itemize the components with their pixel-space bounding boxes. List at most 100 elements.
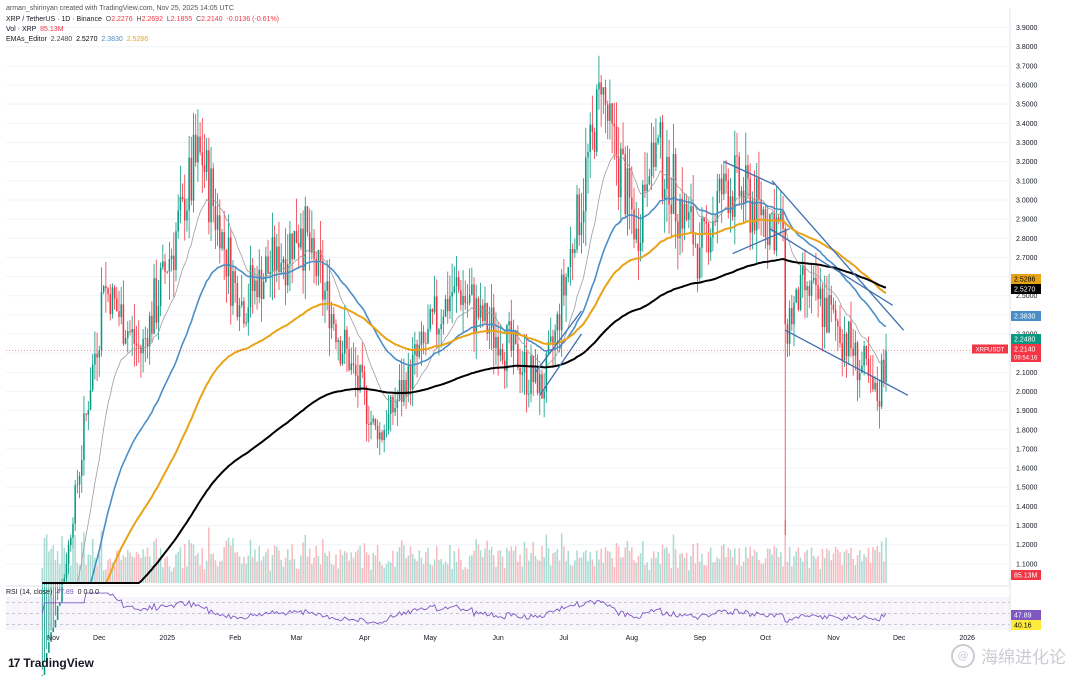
x-tick-label: Dec (93, 635, 106, 642)
volume-bar (604, 547, 607, 583)
volume-bar (823, 557, 826, 583)
volume-bar (475, 539, 477, 583)
candle (179, 165, 182, 224)
candle (745, 132, 747, 222)
y-tick-label: 1.5000 (1016, 485, 1038, 492)
candle (120, 286, 122, 325)
ema-value-4: 2.5286 (126, 36, 149, 43)
candle (705, 204, 708, 253)
candle (398, 364, 401, 402)
volume-bar (506, 547, 508, 583)
candle (155, 259, 158, 330)
candle (335, 319, 337, 350)
candle (848, 320, 850, 365)
candle (197, 109, 199, 182)
candle (501, 343, 504, 365)
volume-bar (379, 561, 381, 583)
candle (249, 245, 252, 318)
volume-bar (83, 532, 85, 583)
volume-bar (453, 550, 456, 583)
volume-bar (466, 569, 469, 583)
rsi-label[interactable]: RSI (14, close) (6, 589, 53, 596)
candle (256, 265, 258, 310)
volume-bar (639, 553, 642, 583)
volume-bar (350, 552, 353, 583)
y-tick-label: 1.7000 (1016, 446, 1038, 453)
volume-bar (236, 552, 239, 583)
candle (449, 275, 451, 320)
volume-bar (135, 551, 138, 583)
candle (157, 279, 160, 340)
volume-line: Vol · XRP 85.13M (6, 25, 63, 34)
volume-bar (234, 552, 236, 583)
candle (585, 127, 587, 247)
candle (67, 539, 70, 575)
volume-bar (348, 560, 350, 583)
volume-bar (91, 538, 94, 583)
trendline-rising-wedge-lower (539, 333, 582, 396)
candle (817, 263, 819, 318)
volume-bar (587, 560, 589, 583)
candle (567, 266, 570, 283)
price-label-text: 2.5270 (1014, 287, 1036, 294)
volume-bar (650, 558, 653, 583)
volume-bar (729, 549, 732, 583)
volume-bar (534, 555, 537, 583)
volume-bar (606, 551, 609, 583)
candle (416, 339, 418, 378)
candle (203, 133, 206, 188)
volume-bar (122, 554, 125, 583)
candle (574, 238, 576, 258)
volume-bar (148, 556, 151, 583)
candle (598, 55, 600, 110)
volume-bar (197, 553, 199, 583)
rsi-pane (6, 585, 1010, 630)
candle (142, 328, 144, 373)
volume-bar (194, 555, 197, 583)
candle (271, 212, 274, 301)
volume-bar (260, 560, 263, 583)
volume-bar (425, 551, 427, 583)
y-tick-label: 1.3000 (1016, 523, 1038, 530)
volume-bar (451, 568, 453, 583)
volume-bar (381, 564, 383, 583)
volume-bar (512, 550, 515, 583)
candle (541, 369, 543, 399)
volume-bar (238, 556, 241, 583)
candle (183, 174, 186, 241)
volume-bar (595, 550, 598, 583)
x-tick-label: Mar (290, 635, 303, 642)
candle (484, 286, 486, 325)
volume-bar (852, 558, 854, 583)
candle (363, 365, 366, 405)
candle (582, 178, 585, 244)
candle (107, 286, 109, 303)
candle (63, 573, 65, 583)
candle (659, 116, 662, 159)
volume-bar (455, 561, 458, 583)
volume-bar (256, 561, 258, 583)
symbol-name[interactable]: XRP / TetherUS · 1D · Binance (6, 16, 102, 23)
candle (308, 208, 311, 271)
volume-label[interactable]: Vol · XRP (6, 26, 37, 33)
tradingview-brand: TradingView (23, 656, 94, 670)
candle (333, 307, 335, 331)
candle (289, 220, 291, 292)
volume-bar (308, 548, 311, 583)
volume-bar (867, 547, 870, 583)
volume-bar (225, 540, 228, 583)
candles (41, 55, 887, 676)
volume-bar (254, 549, 256, 583)
volume-bar (199, 565, 201, 583)
volume-bar (131, 556, 133, 583)
candle (492, 294, 495, 375)
candle (381, 429, 383, 443)
tradingview-logo[interactable]: 17 TradingView (8, 656, 94, 670)
ema-label[interactable]: EMAs_Editor (6, 36, 47, 43)
volume-bar (212, 553, 215, 583)
candle (234, 266, 236, 303)
y-tick-label: 1.6000 (1016, 466, 1038, 473)
candle (109, 284, 112, 321)
candle (385, 410, 388, 438)
